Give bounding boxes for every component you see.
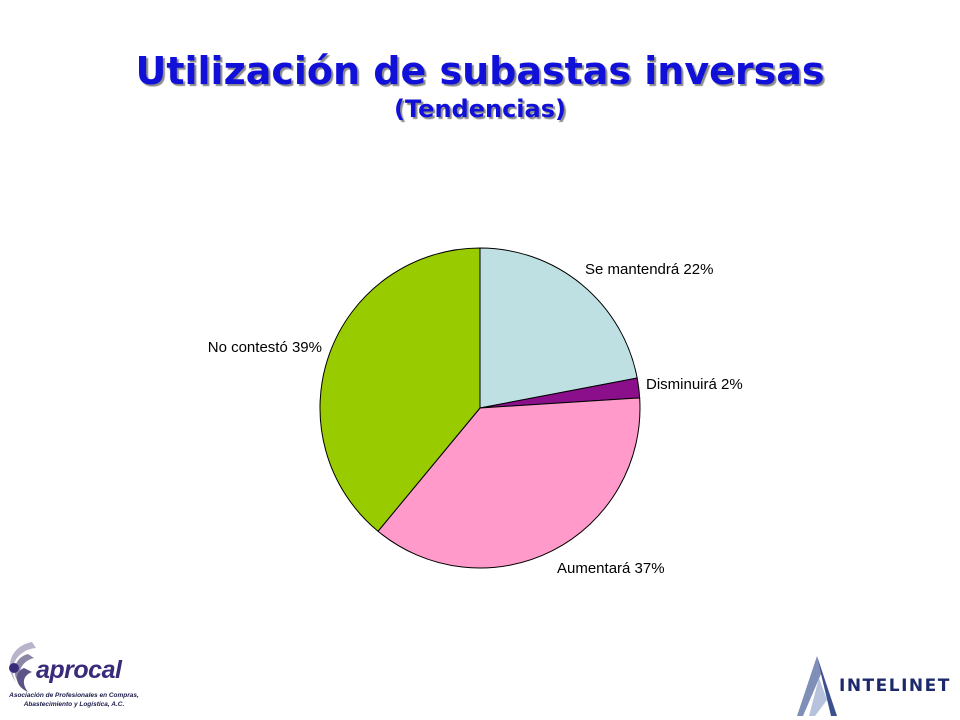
aprocal-tagline-line1: Asociación de Profesionales en Compras, xyxy=(9,692,139,699)
intelinet-name: INTELINET xyxy=(839,676,951,696)
page-subtitle: (Tendencias) xyxy=(394,95,566,123)
aprocal-logo: aprocal Asociación de Profesionales en C… xyxy=(2,636,152,716)
page-title: Utilización de subastas inversas xyxy=(135,49,825,93)
pie-label-2: Disminuirá 2% xyxy=(646,376,743,393)
pie-labels: Se mantendrá 22% Disminuirá 2% Aumentará 3… xyxy=(208,261,743,577)
pie-label-4: No contestó 39% xyxy=(208,339,322,356)
aprocal-swirl-icon xyxy=(9,642,36,692)
pie-label-3: Aumentará 37% xyxy=(557,560,665,577)
pie-slices xyxy=(319,247,641,569)
pie-label-1: Se mantendrá 22% xyxy=(585,261,713,278)
aprocal-tagline-line2: Abastecimiento y Logística, A.C. xyxy=(23,701,125,708)
aprocal-tagline: Asociación de Profesionales en Compras, … xyxy=(4,691,144,709)
intelinet-tower-icon xyxy=(797,656,837,716)
aprocal-name: aprocal xyxy=(36,656,122,684)
pie-slice-3 xyxy=(377,397,641,569)
intelinet-logo: INTELINET xyxy=(795,652,955,718)
pie-slice-4 xyxy=(319,247,481,532)
title-block: Utilización de subastas inversas (Tenden… xyxy=(0,48,960,124)
pie-slice-1 xyxy=(479,247,638,409)
